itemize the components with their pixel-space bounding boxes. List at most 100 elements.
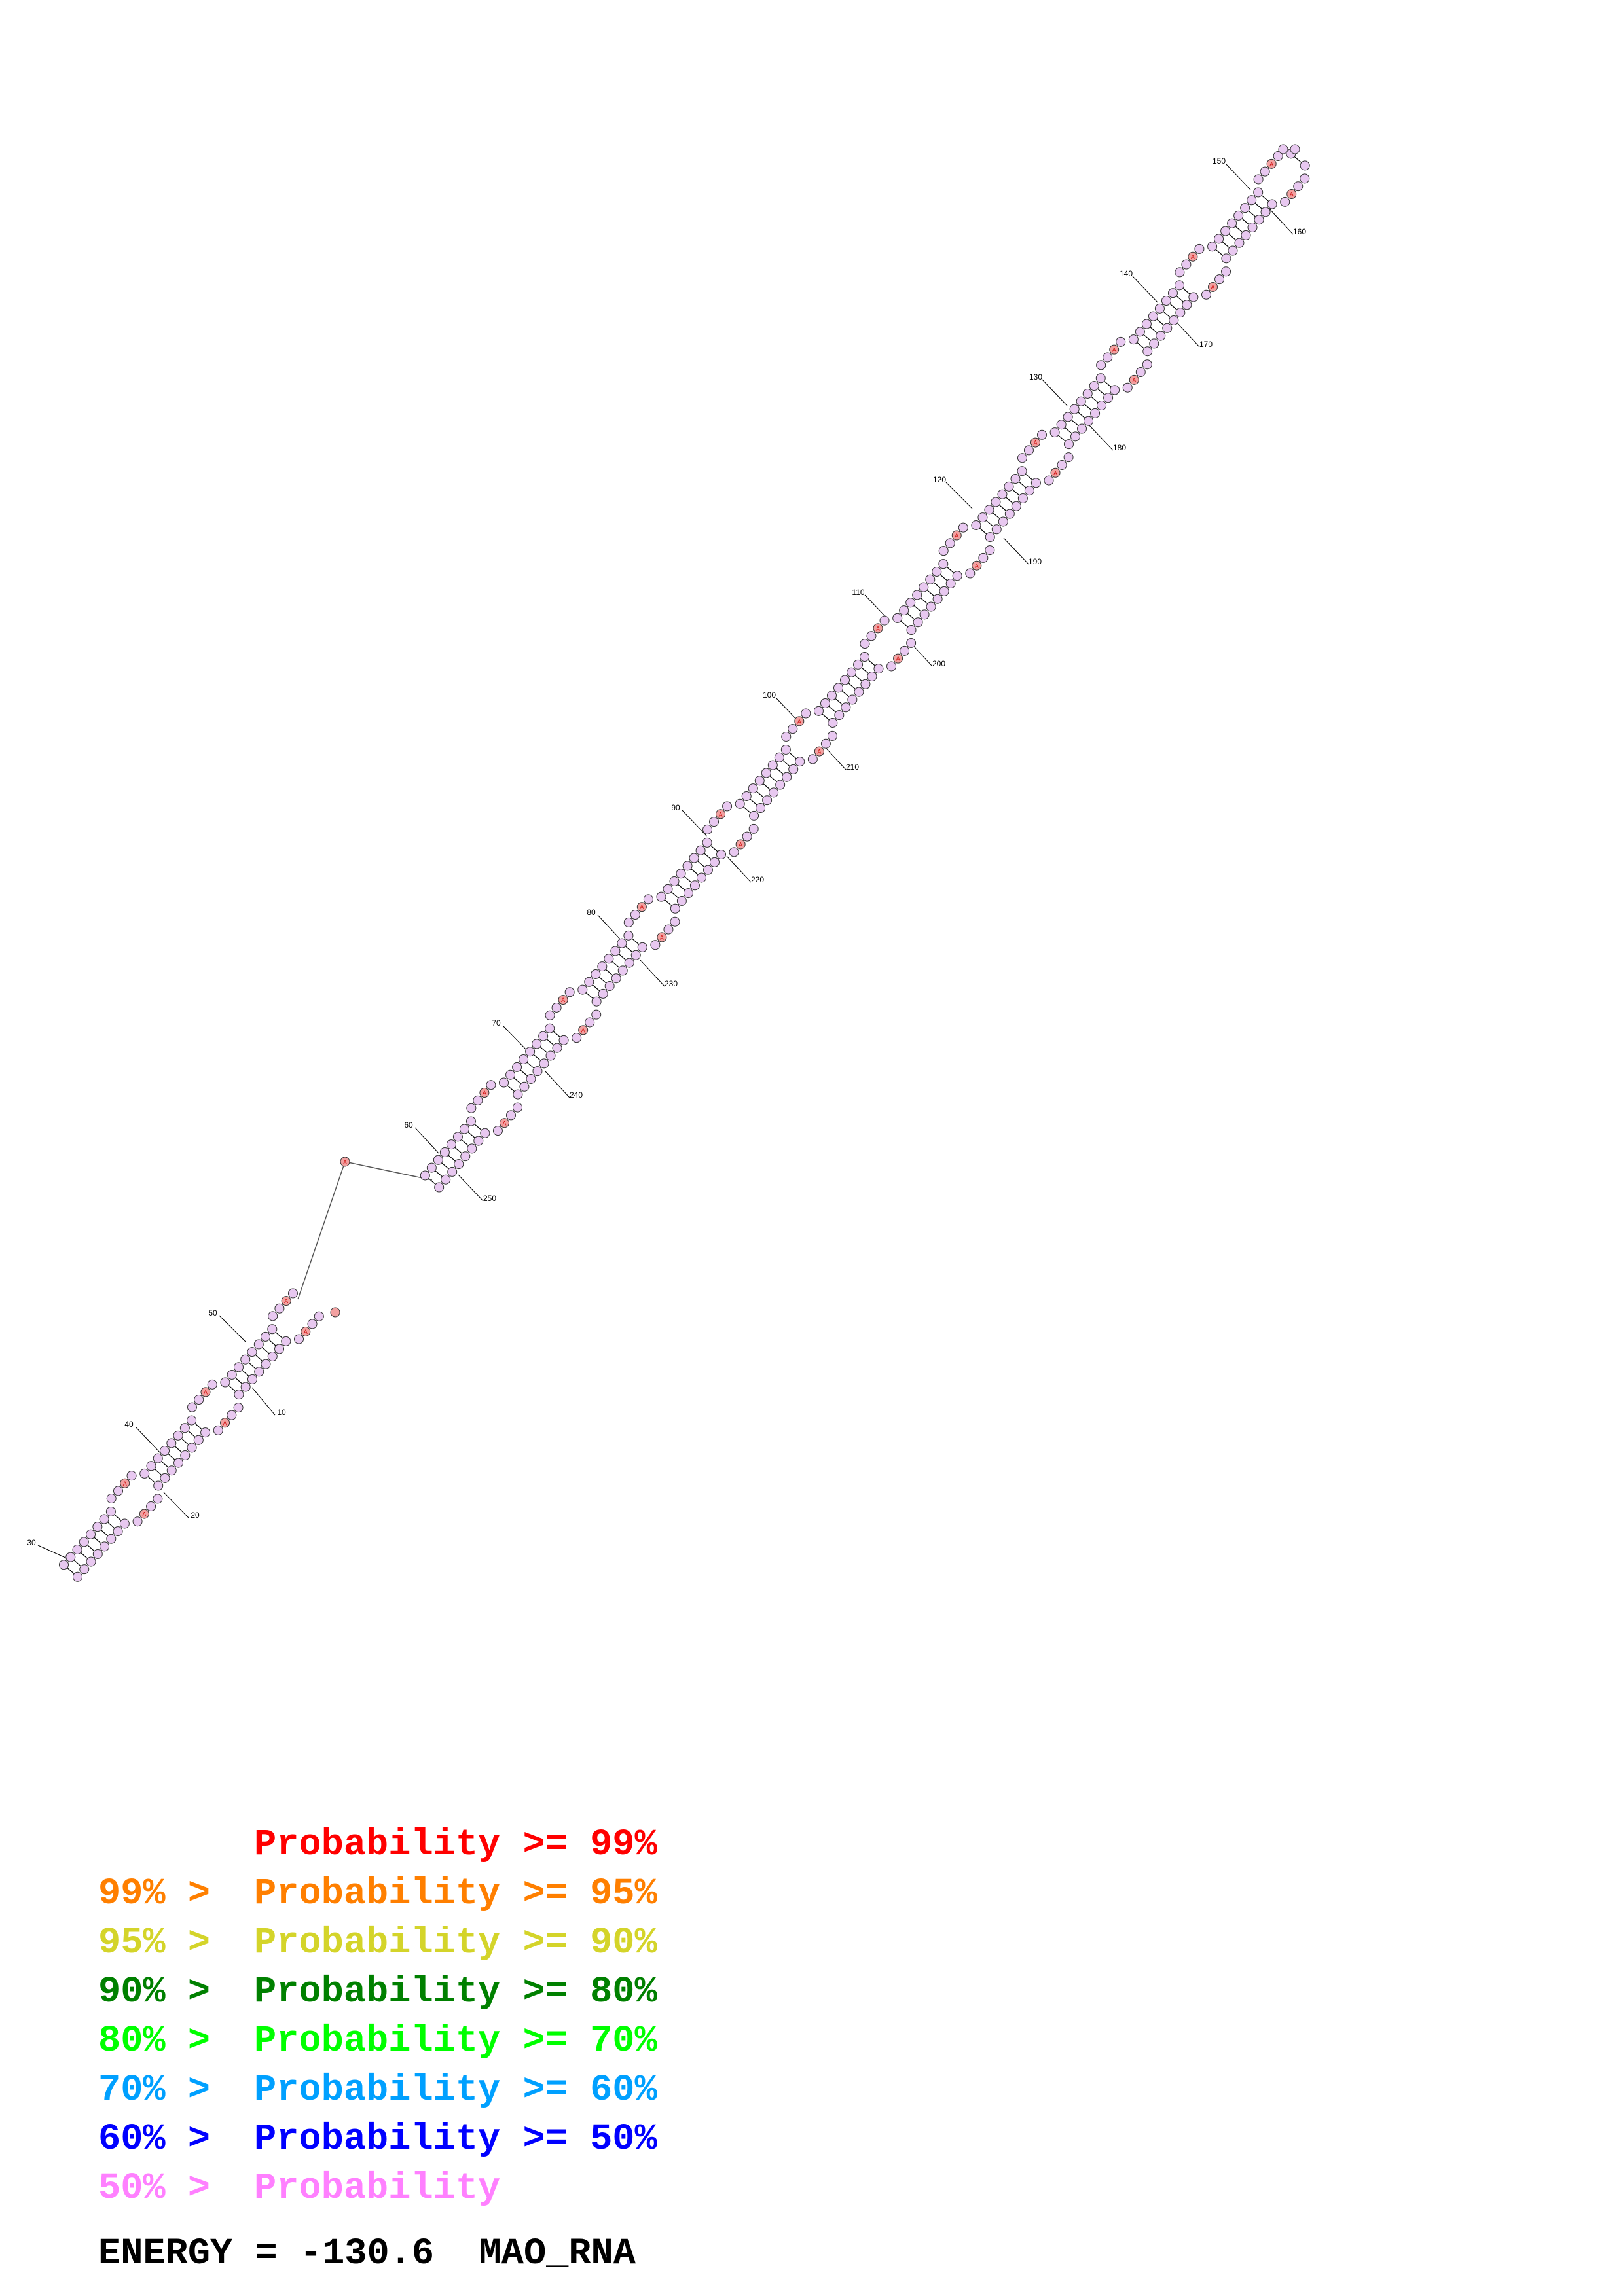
nucleotide xyxy=(220,1418,230,1428)
nucleotide-letter: A xyxy=(640,904,644,910)
nucleotide xyxy=(1266,158,1277,169)
legend-suffix: >= 60% xyxy=(522,2070,657,2111)
nucleotide-letter: A xyxy=(1033,440,1037,446)
nucleotide xyxy=(505,1069,516,1080)
position-tick xyxy=(1132,276,1158,303)
nucleotide-letter: A xyxy=(955,533,958,539)
nucleotide xyxy=(1129,374,1139,385)
nucleotide xyxy=(1097,401,1107,411)
position-tick xyxy=(1087,423,1114,451)
nucleotide xyxy=(1030,478,1041,488)
nucleotide xyxy=(781,732,792,742)
nucleotide xyxy=(1057,459,1067,470)
nucleotide xyxy=(187,1443,197,1453)
nucleotide xyxy=(564,987,575,997)
position-label: 140 xyxy=(1120,269,1133,278)
nucleotide xyxy=(1010,474,1021,484)
nucleotide xyxy=(1293,181,1304,192)
position-label: 250 xyxy=(483,1194,496,1203)
nucleotide xyxy=(775,780,786,790)
legend-row: 60% > Probability >= 50% xyxy=(98,2115,753,2164)
nucleotide xyxy=(795,757,805,767)
nucleotide xyxy=(749,810,759,821)
nucleotide xyxy=(1201,289,1211,300)
nucleotide-letter: A xyxy=(502,1120,506,1126)
nucleotide xyxy=(1156,331,1166,341)
nucleotide xyxy=(623,930,634,941)
nucleotide xyxy=(92,1522,103,1532)
nucleotide xyxy=(841,702,851,713)
nucleotide-letter: A xyxy=(123,1480,127,1487)
nucleotide xyxy=(1241,230,1251,240)
nucleotide xyxy=(532,1066,543,1077)
nucleotide xyxy=(630,910,640,920)
nucleotide xyxy=(788,724,798,734)
nucleotide xyxy=(952,571,962,581)
nucleotide xyxy=(1050,467,1061,478)
nucleotide xyxy=(906,625,917,636)
legend-label: Probability xyxy=(254,2119,501,2161)
nucleotide xyxy=(1154,303,1165,314)
nucleotide xyxy=(267,1352,278,1362)
nucleotide xyxy=(519,1081,530,1092)
nucleotide xyxy=(1095,373,1106,384)
nucleotide xyxy=(814,746,824,757)
nucleotide xyxy=(1004,509,1015,519)
nucleotide xyxy=(860,639,870,649)
nucleotide xyxy=(314,1311,324,1321)
nucleotide xyxy=(274,1344,285,1354)
nucleotide xyxy=(689,853,699,863)
nucleotide xyxy=(676,895,687,906)
legend-label: Probability xyxy=(254,1824,501,1866)
nucleotide xyxy=(207,1379,217,1390)
nucleotide xyxy=(479,1088,490,1098)
nucleotide xyxy=(1090,408,1101,418)
position-label: 160 xyxy=(1293,227,1306,236)
nucleotide xyxy=(267,1324,278,1335)
nucleotide xyxy=(919,582,929,592)
nucleotide xyxy=(439,1147,450,1157)
nucleotide xyxy=(532,1039,542,1049)
nucleotide xyxy=(1141,319,1152,329)
position-tick xyxy=(414,1127,439,1154)
legend-label: Probability xyxy=(254,2020,501,2062)
nucleotide xyxy=(905,598,916,608)
nucleotide xyxy=(106,1534,117,1544)
nucleotide-letter: A xyxy=(561,997,565,1003)
nucleotide xyxy=(1142,346,1153,357)
nucleotide xyxy=(139,1468,150,1479)
nucleotide xyxy=(833,683,844,693)
nucleotide-letter: A xyxy=(343,1159,347,1166)
nucleotide xyxy=(1214,274,1225,285)
nucleotide xyxy=(1253,187,1264,198)
nucleotide xyxy=(1122,382,1133,393)
nucleotide xyxy=(820,698,830,709)
nucleotide xyxy=(558,995,568,1005)
nucleotide xyxy=(1103,352,1113,363)
nucleotide-letter: A xyxy=(797,718,801,725)
nucleotide-letter: A xyxy=(660,934,664,941)
nucleotide xyxy=(945,538,955,548)
nucleotide xyxy=(1290,144,1300,154)
nucleotide-letter: A xyxy=(896,656,900,662)
position-tick xyxy=(1175,320,1200,348)
nucleotide-letter: A xyxy=(1269,161,1273,168)
nucleotide xyxy=(1194,243,1205,254)
position-label: 170 xyxy=(1199,340,1213,349)
nucleotide xyxy=(893,653,903,664)
nucleotide xyxy=(1109,344,1120,355)
nucleotide xyxy=(1247,223,1258,233)
nucleotide xyxy=(539,1058,549,1069)
nucleotide xyxy=(294,1334,304,1344)
position-tick xyxy=(135,1426,161,1454)
nucleotide-letter: A xyxy=(1132,377,1136,384)
nucleotide xyxy=(971,520,981,531)
nucleotide-letter: A xyxy=(581,1027,585,1033)
nucleotide xyxy=(1148,311,1158,321)
legend-row: 95% > Probability >= 90% xyxy=(98,1919,753,1968)
nucleotide xyxy=(598,988,608,999)
nucleotide xyxy=(166,1465,177,1476)
position-tick xyxy=(597,914,623,942)
nucleotide xyxy=(1260,166,1270,177)
